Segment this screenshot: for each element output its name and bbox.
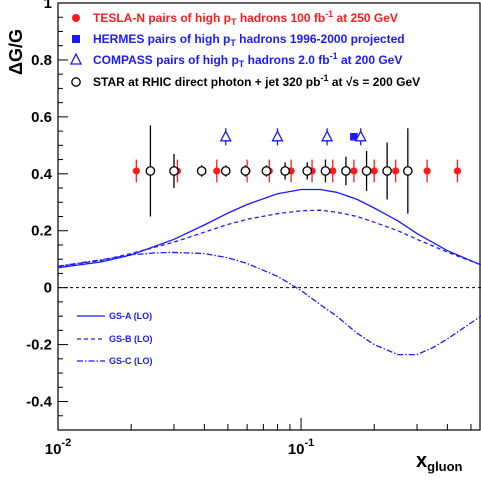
x-axis-title: xgluon xyxy=(416,450,463,474)
data-point xyxy=(213,167,221,175)
data-point xyxy=(220,166,231,176)
curve-legend-label: GS-A (LO) xyxy=(109,311,152,321)
curve-gs-a xyxy=(57,188,481,269)
data-point xyxy=(219,129,232,142)
y-tick-label: 0 xyxy=(44,280,52,297)
legend-text-mid: hadrons 2.0 fb xyxy=(244,53,329,67)
y-tick-label: -0.2 xyxy=(26,337,52,354)
legend-text-mid: hadrons 1996-2000 projected xyxy=(236,32,405,46)
data-point xyxy=(132,167,140,175)
y-tick-label: -0.4 xyxy=(26,394,53,411)
legend-text-pre: COMPASS pairs of high p xyxy=(93,53,239,67)
data-point xyxy=(361,166,372,176)
x-tick-exponent: -2 xyxy=(61,437,71,449)
x-tick-mantissa: 10 xyxy=(45,441,62,458)
legend-text-sup: -1 xyxy=(330,51,338,61)
data-point xyxy=(341,166,351,176)
legend-text-sup: -1 xyxy=(325,9,333,19)
curve-gs-b xyxy=(57,209,481,267)
data-point xyxy=(350,167,358,175)
x-axis-title-main: x xyxy=(416,450,427,472)
data-point xyxy=(329,167,337,175)
legend-text-pre: TESLA-N pairs of high p xyxy=(93,11,231,25)
legend-marker xyxy=(69,52,83,65)
data-point xyxy=(302,166,313,176)
legend-text-post: at 250 GeV xyxy=(333,11,398,25)
legend-text-post: at 200 GeV xyxy=(338,53,403,67)
legend-text-sub: T xyxy=(230,38,236,48)
data-point xyxy=(423,167,431,175)
legend-marker xyxy=(72,14,80,22)
data-point xyxy=(320,166,331,176)
data-point xyxy=(271,129,284,142)
legend-text-sub: T xyxy=(231,17,237,27)
y-tick-label: 0.6 xyxy=(31,109,52,126)
data-point xyxy=(169,166,179,176)
data-point xyxy=(402,166,413,176)
x-tick-exponent: -1 xyxy=(305,437,315,449)
series-1 xyxy=(350,132,358,141)
legend-entry-2: COMPASS pairs of high pT hadrons 2.0 fb-… xyxy=(93,51,402,69)
curve-legend-label: GS-B (LO) xyxy=(109,334,153,344)
data-point xyxy=(321,129,334,142)
legend: TESLA-N pairs of high pT hadrons 100 fb-… xyxy=(69,9,420,89)
data-point xyxy=(261,166,272,176)
legend-text-post: at √s = 200 GeV xyxy=(328,75,420,89)
data-points xyxy=(132,125,462,217)
y-tick-label: 0.2 xyxy=(31,223,52,240)
legend-text-sub: T xyxy=(239,59,245,69)
x-tick-mantissa: 10 xyxy=(288,441,305,458)
x-tick-label: 10-1 xyxy=(288,437,314,458)
theory-curves xyxy=(57,188,481,356)
data-point xyxy=(196,166,207,176)
curve-legend-label: GS-C (LO) xyxy=(109,356,153,366)
x-tick-label: 10-2 xyxy=(45,437,71,458)
legend-text-sup: -1 xyxy=(320,73,328,83)
data-point xyxy=(453,167,462,175)
y-tick-label: 1 xyxy=(44,0,52,12)
data-point xyxy=(240,166,251,176)
legend-entry-1: HERMES pairs of high pT hadrons 1996-200… xyxy=(93,32,405,48)
legend-text-mid: hadrons 100 fb xyxy=(237,11,326,25)
series-3 xyxy=(145,125,413,217)
data-point xyxy=(354,129,367,142)
y-tick-label: 0.8 xyxy=(31,52,52,69)
data-point xyxy=(350,132,358,141)
data-point xyxy=(370,167,378,175)
y-axis-title: ΔG/G xyxy=(6,29,26,75)
legend-text-pre: STAR at RHIC direct photon + jet 320 pb xyxy=(93,75,320,89)
legend-marker xyxy=(72,35,80,43)
curve-legend: GS-A (LO) GS-B (LO) GS-C (LO) xyxy=(77,311,153,366)
series-2 xyxy=(219,128,367,146)
data-point xyxy=(382,166,392,176)
data-point xyxy=(280,166,290,176)
x-axis-title-sub: gluon xyxy=(427,459,462,474)
legend-marker xyxy=(71,77,81,87)
legend-entry-0: TESLA-N pairs of high pT hadrons 100 fb-… xyxy=(93,9,398,27)
y-tick-label: 0.4 xyxy=(31,166,53,183)
data-point xyxy=(145,166,156,176)
data-point xyxy=(392,167,400,175)
legend-text-pre: HERMES pairs of high p xyxy=(93,32,230,46)
curve-gs-c xyxy=(57,251,481,356)
legend-entry-3: STAR at RHIC direct photon + jet 320 pb-… xyxy=(93,73,420,89)
